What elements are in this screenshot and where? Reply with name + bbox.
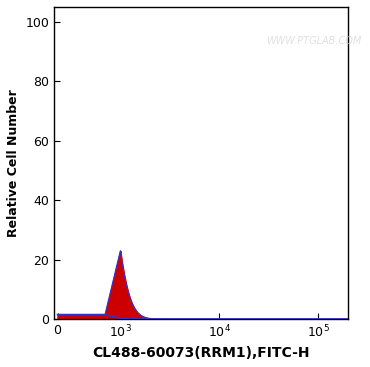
Text: WWW.PTGLAB.COM: WWW.PTGLAB.COM bbox=[266, 36, 361, 46]
X-axis label: CL488-60073(RRM1),FITC-H: CL488-60073(RRM1),FITC-H bbox=[92, 346, 310, 360]
Y-axis label: Relative Cell Number: Relative Cell Number bbox=[7, 89, 20, 237]
